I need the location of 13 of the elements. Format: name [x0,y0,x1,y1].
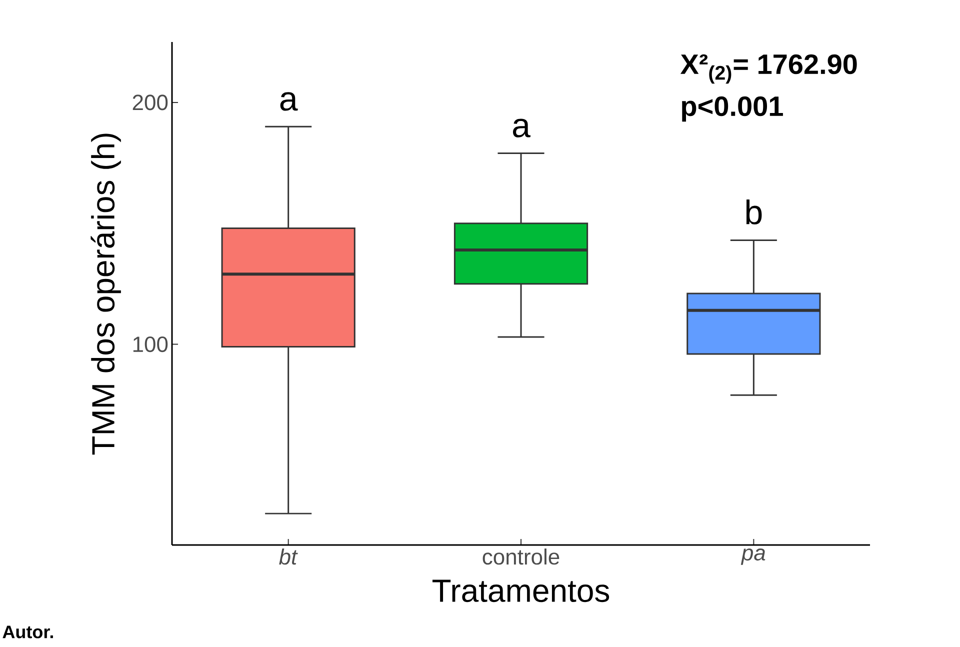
x-tick-label: bt [279,548,298,565]
annotation: p<0.001 [682,96,783,122]
annotation: a [280,92,298,111]
annotation: b [746,199,762,224]
y-tick-label: 100 [133,336,168,352]
text: Autor. [2,626,53,638]
x-tick-label: pa [740,548,766,565]
y-axis-title: TMM dos operários (h) [90,134,121,455]
x-tick-label: controle [482,548,560,565]
x-axis-title: Tratamentos [432,580,610,602]
annotation: a [512,118,530,138]
y-tick-label: 200 [132,94,168,110]
text: X²$_{(2)}$= 1762.90 [680,54,857,84]
